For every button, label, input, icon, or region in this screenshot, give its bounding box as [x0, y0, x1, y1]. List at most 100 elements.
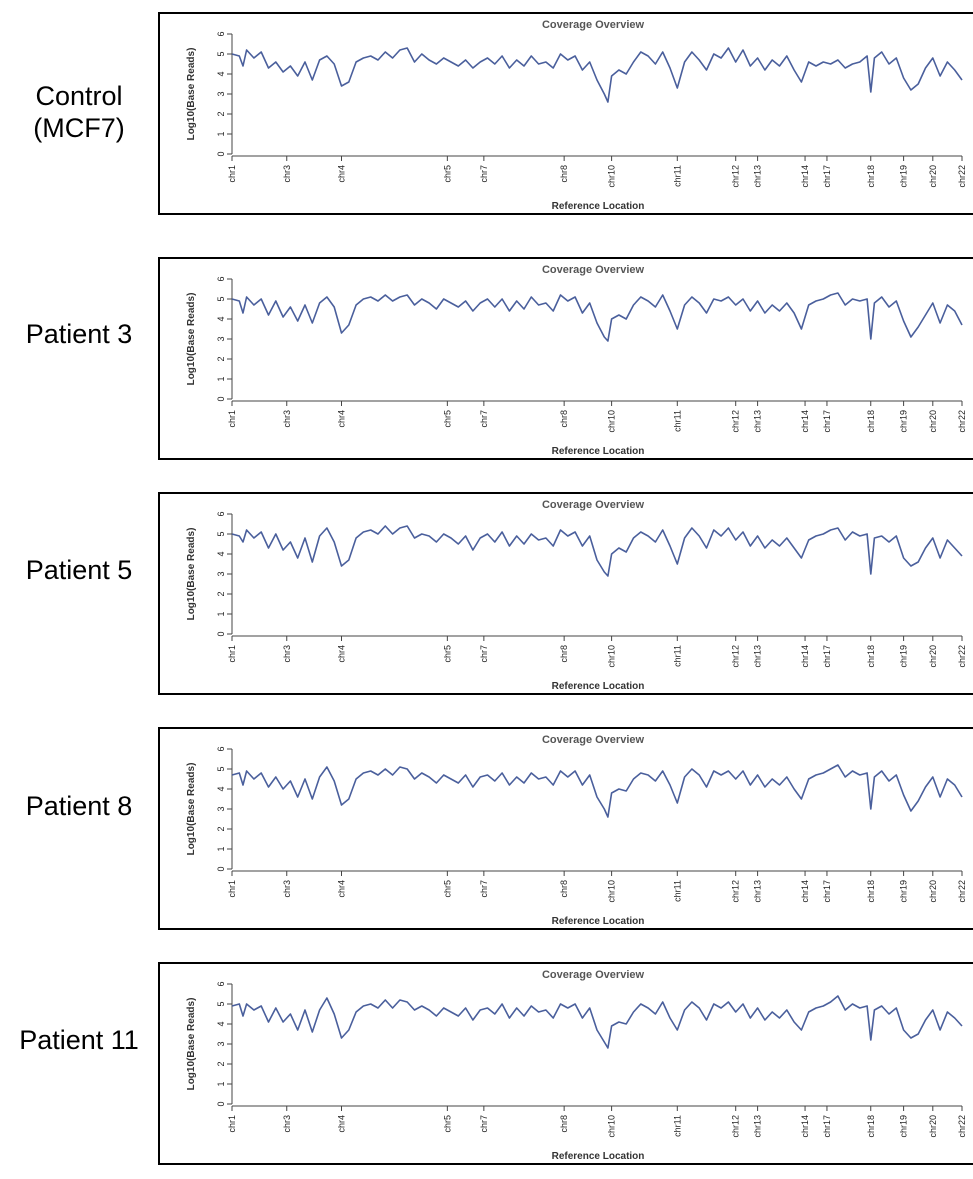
chart-title: Coverage Overview [542, 969, 645, 981]
y-tick-label: 6 [216, 746, 226, 751]
x-tick-label: chr13 [753, 645, 763, 668]
y-tick-label: 5 [216, 766, 226, 771]
y-tick-label: 1 [216, 611, 226, 616]
y-tick-label: 3 [216, 571, 226, 576]
y-tick-label: 6 [216, 31, 226, 36]
x-tick-label: chr18 [866, 410, 876, 433]
x-tick-label: chr13 [753, 165, 763, 188]
x-tick-label: chr19 [899, 410, 909, 433]
y-tick-label: 1 [216, 376, 226, 381]
x-tick-label: chr1 [227, 410, 237, 428]
x-axis-title: Reference Location [552, 916, 645, 927]
coverage-series-line [231, 47, 963, 103]
x-tick-label: chr10 [607, 1115, 617, 1138]
x-tick-label: chr7 [479, 410, 489, 428]
coverage-panel: Coverage Overview 0 1 2 3 4 5 6 Log10(Base Reads… [158, 962, 973, 1165]
x-tick-label: chr11 [672, 880, 682, 902]
y-tick-label: 3 [216, 91, 226, 96]
x-tick-label: chr17 [822, 880, 832, 903]
x-tick-label: chr13 [753, 880, 763, 903]
x-tick-label: chr8 [559, 645, 569, 663]
x-tick-label: chr20 [928, 165, 938, 188]
x-axis-title: Reference Location [552, 201, 645, 212]
x-tick-label: chr14 [800, 645, 810, 668]
x-axis-title: Reference Location [552, 1151, 645, 1162]
y-tick-label: 3 [216, 336, 226, 341]
x-tick-label: chr19 [899, 165, 909, 188]
y-tick-label: 4 [216, 551, 226, 556]
y-tick-label: 2 [216, 111, 226, 116]
x-tick-label: chr22 [957, 1115, 967, 1138]
coverage-series-line [231, 292, 963, 342]
x-tick-label: chr1 [227, 1115, 237, 1133]
y-tick-label: 6 [216, 981, 226, 986]
x-tick-label: chr11 [672, 645, 682, 667]
x-tick-label: chr18 [866, 880, 876, 903]
x-tick-label: chr1 [227, 880, 237, 898]
x-tick-label: chr3 [282, 880, 292, 898]
x-tick-label: chr7 [479, 880, 489, 898]
y-tick-label: 1 [216, 131, 226, 136]
y-tick-label: 3 [216, 1041, 226, 1046]
x-tick-label: chr7 [479, 165, 489, 183]
x-tick-label: chr4 [337, 1115, 347, 1133]
x-tick-label: chr8 [559, 410, 569, 428]
x-tick-label: chr20 [928, 880, 938, 903]
y-tick-label: 4 [216, 71, 226, 76]
x-tick-label: chr11 [672, 410, 682, 432]
sample-label: Patient 3 [25, 319, 133, 349]
x-tick-label: chr3 [282, 645, 292, 663]
coverage-series-line [231, 764, 963, 818]
x-tick-label: chr10 [607, 880, 617, 903]
x-tick-label: chr7 [479, 1115, 489, 1133]
x-tick-label: chr14 [800, 880, 810, 903]
x-tick-label: chr22 [957, 880, 967, 903]
y-tick-label: 0 [216, 151, 226, 156]
x-tick-label: chr8 [559, 880, 569, 898]
x-tick-label: chr4 [337, 410, 347, 428]
x-tick-label: chr11 [672, 1115, 682, 1137]
x-tick-label: chr7 [479, 645, 489, 663]
y-tick-label: 6 [216, 511, 226, 516]
coverage-chart: Coverage Overview 0 1 2 3 4 5 6 Log10(Base Reads… [186, 264, 967, 457]
x-tick-label: chr19 [899, 880, 909, 903]
x-tick-label: chr12 [731, 165, 741, 188]
y-axis-title: Log10(Base Reads) [186, 528, 197, 621]
y-axis-title: Log10(Base Reads) [186, 48, 197, 141]
y-tick-label: 2 [216, 356, 226, 361]
x-tick-label: chr5 [442, 165, 452, 183]
x-tick-label: chr10 [607, 645, 617, 668]
y-tick-label: 2 [216, 1061, 226, 1066]
y-tick-label: 0 [216, 396, 226, 401]
chart-title: Coverage Overview [542, 734, 645, 746]
x-tick-label: chr1 [227, 645, 237, 663]
coverage-series-line [231, 995, 963, 1049]
y-tick-label: 2 [216, 826, 226, 831]
sample-label: Patient 11 [19, 1025, 139, 1055]
y-tick-label: 5 [216, 531, 226, 536]
coverage-panel: Coverage Overview 0 1 2 3 4 5 6 Log10(Base Reads… [158, 12, 973, 215]
x-tick-label: chr5 [442, 410, 452, 428]
coverage-chart: Coverage Overview 0 1 2 3 4 5 6 Log10(Base Reads… [186, 969, 967, 1162]
y-tick-label: 2 [216, 591, 226, 596]
chart-title: Coverage Overview [542, 264, 645, 276]
x-tick-label: chr22 [957, 645, 967, 668]
y-tick-label: 3 [216, 806, 226, 811]
x-tick-label: chr3 [282, 1115, 292, 1133]
x-tick-label: chr18 [866, 1115, 876, 1138]
x-tick-label: chr17 [822, 1115, 832, 1138]
x-tick-label: chr12 [731, 645, 741, 668]
x-tick-label: chr14 [800, 410, 810, 433]
y-tick-label: 4 [216, 316, 226, 321]
x-tick-label: chr11 [672, 165, 682, 187]
y-tick-label: 5 [216, 1001, 226, 1006]
x-tick-label: chr20 [928, 410, 938, 433]
x-tick-label: chr18 [866, 165, 876, 188]
x-axis-title: Reference Location [552, 681, 645, 692]
x-tick-label: chr12 [731, 1115, 741, 1138]
x-tick-label: chr20 [928, 645, 938, 668]
coverage-panel: Coverage Overview 0 1 2 3 4 5 6 Log10(Base Reads… [158, 727, 973, 930]
x-tick-label: chr3 [282, 165, 292, 183]
y-tick-label: 6 [216, 276, 226, 281]
coverage-panel: Coverage Overview 0 1 2 3 4 5 6 Log10(Base Reads… [158, 257, 973, 460]
